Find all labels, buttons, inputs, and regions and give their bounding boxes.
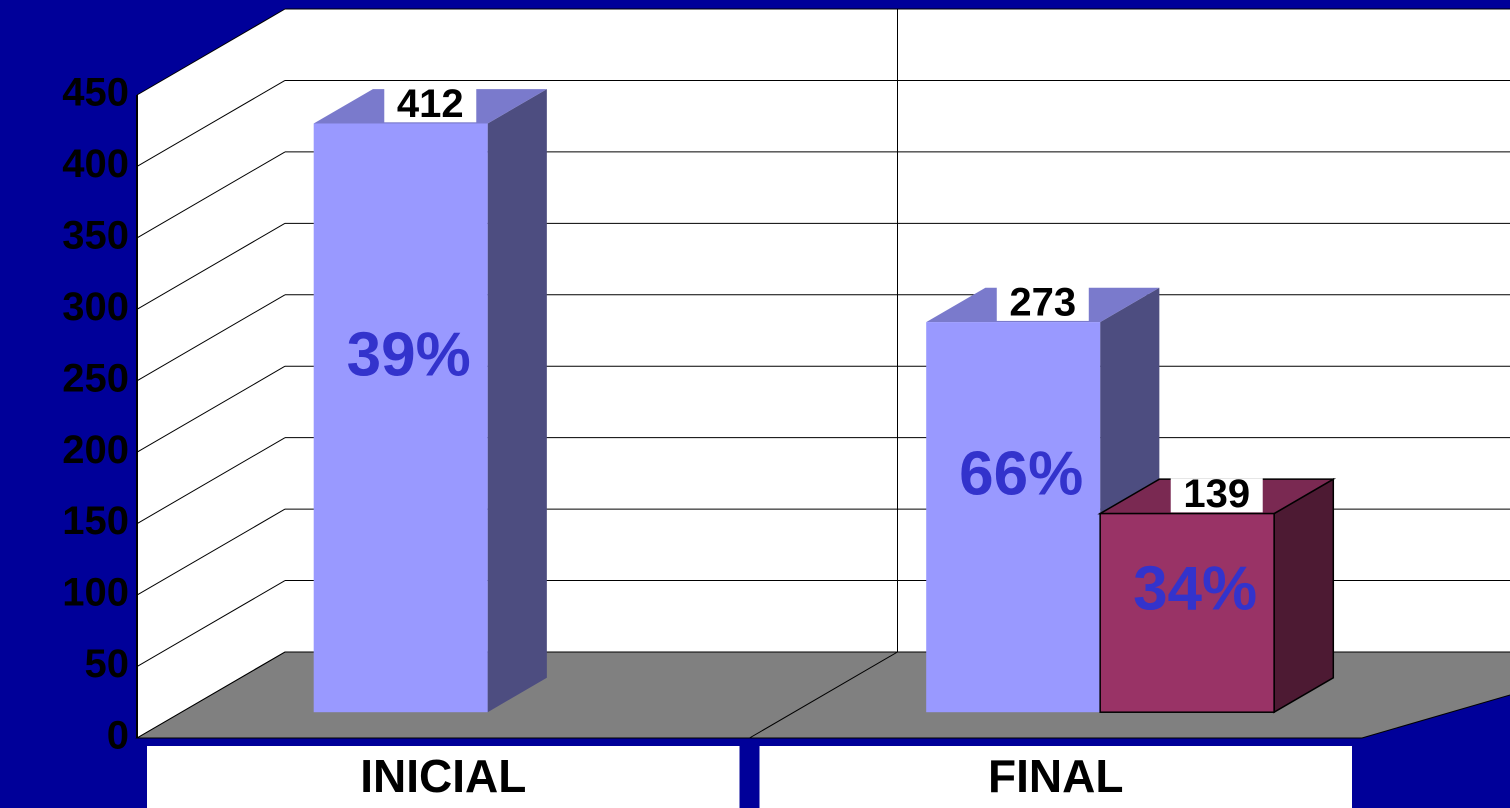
bar (1099, 512, 1275, 713)
percent-label: 34% (1133, 554, 1257, 623)
side-wall (137, 9, 285, 738)
percent-label: 66% (959, 440, 1083, 509)
grid-line (136, 365, 286, 453)
y-tick-label: 250 (62, 356, 129, 400)
grid-line (136, 508, 286, 596)
grid-line (136, 151, 286, 239)
category-box (147, 746, 740, 808)
bar-side (487, 89, 547, 713)
x-tick-label: FINAL (988, 750, 1123, 802)
value-label-box (1170, 478, 1263, 513)
value-label-box (384, 88, 477, 123)
grid-line (136, 222, 286, 310)
y-tick-label: 200 (62, 428, 129, 472)
category-box (759, 746, 1352, 808)
grid-line (136, 294, 286, 382)
grid-line (136, 437, 286, 525)
grid-line (136, 651, 286, 739)
value-label-box (996, 286, 1089, 321)
bar-side (1273, 477, 1335, 714)
percent-label: 39% (347, 320, 471, 389)
y-tick-label: 100 (62, 571, 129, 615)
category-divider (749, 651, 898, 739)
y-tick-label: 50 (85, 642, 130, 686)
y-tick-label: 0 (107, 714, 129, 758)
value-label: 139 (1183, 472, 1250, 516)
y-tick-label: 450 (62, 71, 129, 115)
y-tick-label: 300 (62, 285, 129, 329)
value-label: 273 (1009, 280, 1076, 324)
y-tick-label: 350 (62, 213, 129, 257)
value-label: 412 (397, 82, 464, 126)
y-tick-label: 400 (62, 142, 129, 186)
bar (313, 123, 488, 713)
y-tick-label: 150 (62, 499, 129, 543)
grid-line (136, 580, 286, 667)
grid-line (136, 8, 286, 96)
x-tick-label: INICIAL (360, 750, 526, 802)
bar (926, 322, 1101, 713)
grid-line (136, 80, 286, 167)
